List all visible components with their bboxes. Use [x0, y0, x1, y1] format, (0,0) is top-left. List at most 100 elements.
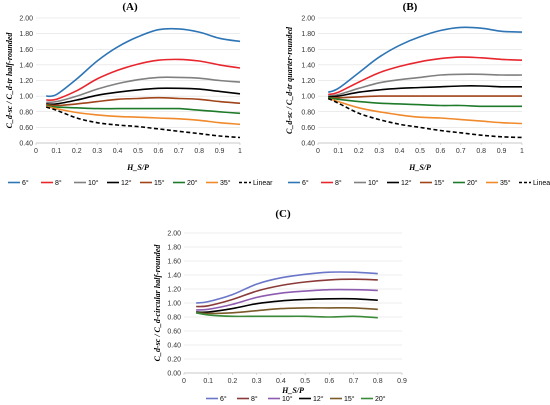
y-tick-label: 1.40 — [19, 62, 33, 69]
y-axis-label: C_d-sc / C_d-tr half-rounded — [5, 32, 14, 129]
series-line-2 — [46, 76, 241, 104]
x-tick-label: 0.5 — [415, 148, 425, 155]
legend-label: Linear — [253, 180, 273, 187]
y-tick-label: 0.00 — [167, 371, 181, 378]
series-line-6 — [46, 105, 241, 126]
chart-panel-1: (B)0.400.600.801.001.201.401.601.802.000… — [285, 1, 550, 187]
series-line-7 — [327, 97, 523, 139]
legend-label: 10° — [368, 179, 379, 187]
x-tick-label: 0.2 — [354, 148, 364, 155]
x-axis-label: H_S/P — [126, 163, 149, 172]
x-tick-label: 1 — [520, 148, 524, 155]
y-tick-label: 0.60 — [167, 329, 181, 336]
series-line-6 — [327, 97, 523, 125]
chart-title: (B) — [403, 1, 418, 13]
x-tick-label: 0.5 — [133, 148, 143, 155]
legend-label: 8° — [55, 179, 62, 187]
x-tick-label: 0.4 — [113, 148, 123, 155]
series-line-0 — [46, 27, 241, 98]
legend-label: 20° — [467, 179, 478, 187]
y-tick-label: 0.80 — [301, 109, 315, 116]
y-tick-label: 0.80 — [19, 109, 33, 116]
x-tick-label: 0.3 — [374, 148, 384, 155]
legend-label: 20° — [187, 179, 198, 187]
x-tick-label: 0.7 — [174, 148, 184, 155]
chart-title: (C) — [275, 208, 291, 220]
y-tick-label: 0.40 — [19, 141, 33, 148]
x-tick-label: 0.6 — [154, 148, 164, 155]
y-tick-label: 0.80 — [167, 315, 181, 322]
series-line-4 — [328, 95, 522, 99]
series-line-4 — [196, 307, 378, 315]
x-axis-label: H_S/P — [281, 386, 304, 395]
legend-label: 6° — [302, 179, 309, 187]
legend-label: 35° — [220, 179, 231, 187]
y-tick-label: 0.40 — [301, 141, 315, 148]
x-tick-label: 0.9 — [497, 148, 507, 155]
y-tick-label: 1.00 — [167, 301, 181, 308]
y-tick-label: 1.80 — [19, 31, 33, 38]
y-tick-label: 2.00 — [301, 16, 315, 23]
x-tick-label: 0.3 — [92, 148, 102, 155]
series-line-0 — [196, 271, 378, 304]
x-tick-label: 0.1 — [203, 378, 213, 385]
y-tick-label: 1.80 — [301, 31, 315, 38]
x-tick-label: 0.2 — [72, 148, 82, 155]
y-tick-label: 1.20 — [167, 287, 181, 294]
x-tick-label: 0.5 — [300, 378, 310, 385]
series-line-3 — [196, 297, 378, 314]
x-tick-label: 0 — [182, 378, 186, 385]
x-tick-label: 0.9 — [397, 378, 407, 385]
y-tick-label: 1.20 — [19, 78, 33, 85]
legend-label: 15° — [434, 179, 445, 187]
series-line-2 — [196, 288, 378, 311]
series-line-3 — [46, 87, 241, 106]
y-tick-label: 1.60 — [301, 47, 315, 54]
series-line-1 — [328, 56, 523, 96]
chart-panel-2: (C) 0.00 0.20 0.4 0 0.60 0.80 1.00 1.20 1.40 1.60 1… — [153, 208, 407, 403]
y-tick-label: 1.80 — [167, 245, 181, 252]
legend-label: 8° — [251, 395, 258, 403]
y-tick-label: 0.60 — [19, 125, 33, 132]
y-tick-label: 1.40 — [167, 273, 181, 280]
legend-label: Linear — [533, 180, 550, 187]
legend-label: 12° — [401, 179, 412, 187]
series-line-1 — [46, 58, 241, 101]
series-line-0 — [327, 26, 523, 93]
chart-title: (A) — [122, 1, 138, 13]
x-tick-label: 0.7 — [349, 378, 359, 385]
legend-label: 12° — [313, 395, 324, 403]
y-tick-label: 2.00 — [167, 231, 181, 238]
x-tick-label: 0.6 — [324, 378, 334, 385]
x-tick-label: 0.8 — [373, 378, 383, 385]
series-line-2 — [328, 73, 523, 97]
legend-label: 35° — [500, 179, 511, 187]
x-axis-label: H_S/P — [408, 163, 431, 172]
x-tick-label: 0 — [316, 148, 320, 155]
y-axis-label: C_d-sc / C_d-circular half-rounded — [153, 244, 162, 362]
legend-label: 6° — [220, 395, 227, 403]
legend-label: 15° — [344, 395, 355, 403]
legend-label: 12° — [121, 179, 132, 187]
x-tick-label: 0.4 — [276, 378, 286, 385]
series-line-5 — [328, 96, 522, 108]
y-tick-label: 1.60 — [167, 259, 181, 266]
y-tick-label: 1.00 — [19, 94, 33, 101]
x-tick-label: 0.6 — [436, 148, 446, 155]
x-tick-label: 0.1 — [334, 148, 344, 155]
y-tick-label: 1.00 — [301, 94, 315, 101]
y-tick-label: 1.60 — [19, 47, 33, 54]
chart-panel-0: (A)0.400.600.801.001.201.401.601.802.000… — [5, 1, 273, 187]
series-line-4 — [46, 96, 241, 107]
x-tick-label: 0 — [34, 148, 38, 155]
y-tick-label: 1.20 — [301, 78, 315, 85]
legend-label: 15° — [154, 179, 165, 187]
x-tick-label: 0.2 — [228, 378, 238, 385]
y-tick-label: 1.40 — [301, 62, 315, 69]
y-tick-label: 0.60 — [301, 125, 315, 132]
y-tick-label: 0.20 — [167, 357, 181, 364]
x-tick-label: 1 — [238, 148, 242, 155]
series-line-1 — [196, 278, 378, 308]
y-tick-label: 2.00 — [19, 16, 33, 23]
